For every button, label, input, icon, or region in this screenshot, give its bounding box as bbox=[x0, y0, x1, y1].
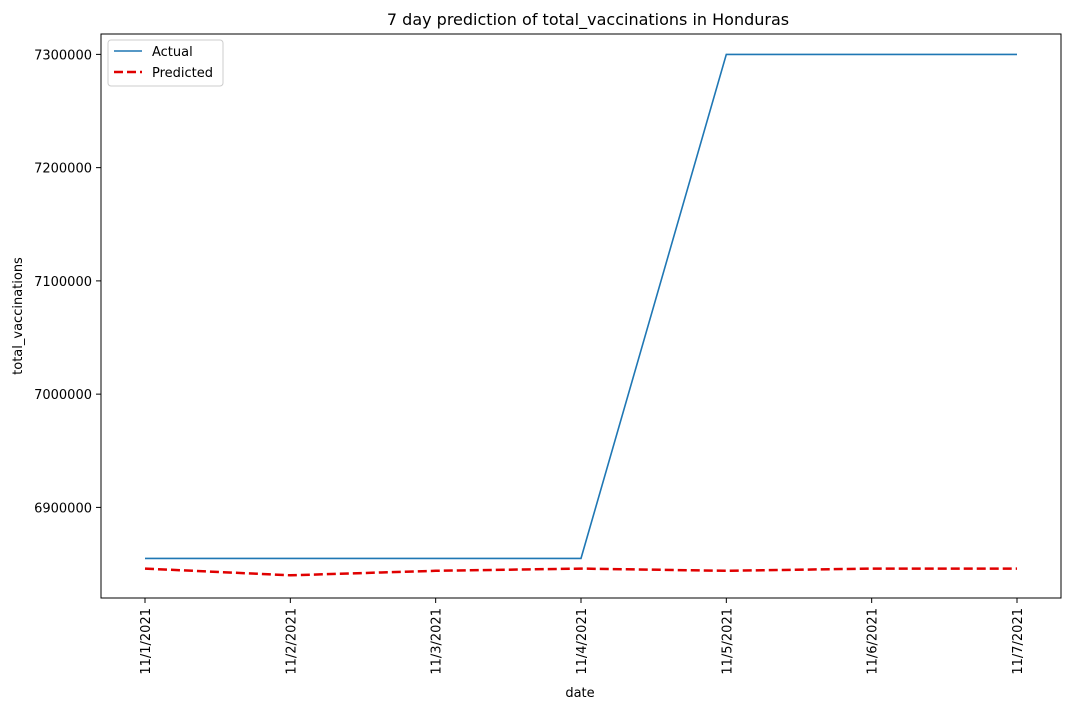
y-tick-label: 6900000 bbox=[34, 501, 92, 516]
x-tick-label: 11/2/2021 bbox=[284, 608, 299, 675]
x-axis: 11/1/2021 11/2/2021 11/3/2021 11/4/2021 11/5… bbox=[139, 598, 1026, 675]
x-axis-label: date bbox=[565, 686, 594, 701]
y-tick-label: 7200000 bbox=[34, 162, 92, 177]
x-tick-label: 11/1/2021 bbox=[139, 608, 154, 675]
x-tick-label: 11/7/2021 bbox=[1011, 608, 1026, 675]
y-axis: 6900000 7000000 7100000 7200000 7300000 bbox=[34, 48, 101, 516]
y-tick-label: 7300000 bbox=[34, 48, 92, 63]
legend-label: Predicted bbox=[152, 66, 213, 81]
chart-title: 7 day prediction of total_vaccinations i… bbox=[387, 10, 789, 30]
series-line-predicted bbox=[144, 567, 1017, 577]
series-lines bbox=[144, 53, 1017, 577]
x-tick-label: 11/6/2021 bbox=[866, 608, 881, 675]
y-tick-label: 7000000 bbox=[34, 388, 92, 403]
plot-area bbox=[100, 33, 1062, 599]
y-axis-label: total_vaccinations bbox=[11, 257, 26, 375]
x-tick-label: 11/3/2021 bbox=[430, 608, 445, 675]
x-tick-label: 11/4/2021 bbox=[575, 608, 590, 675]
series-line-actual bbox=[145, 53, 1017, 560]
x-tick-label: 11/5/2021 bbox=[720, 608, 735, 675]
y-tick-label: 7100000 bbox=[34, 275, 92, 290]
legend: Actual Predicted bbox=[107, 39, 224, 87]
legend-label: Actual bbox=[152, 45, 193, 60]
